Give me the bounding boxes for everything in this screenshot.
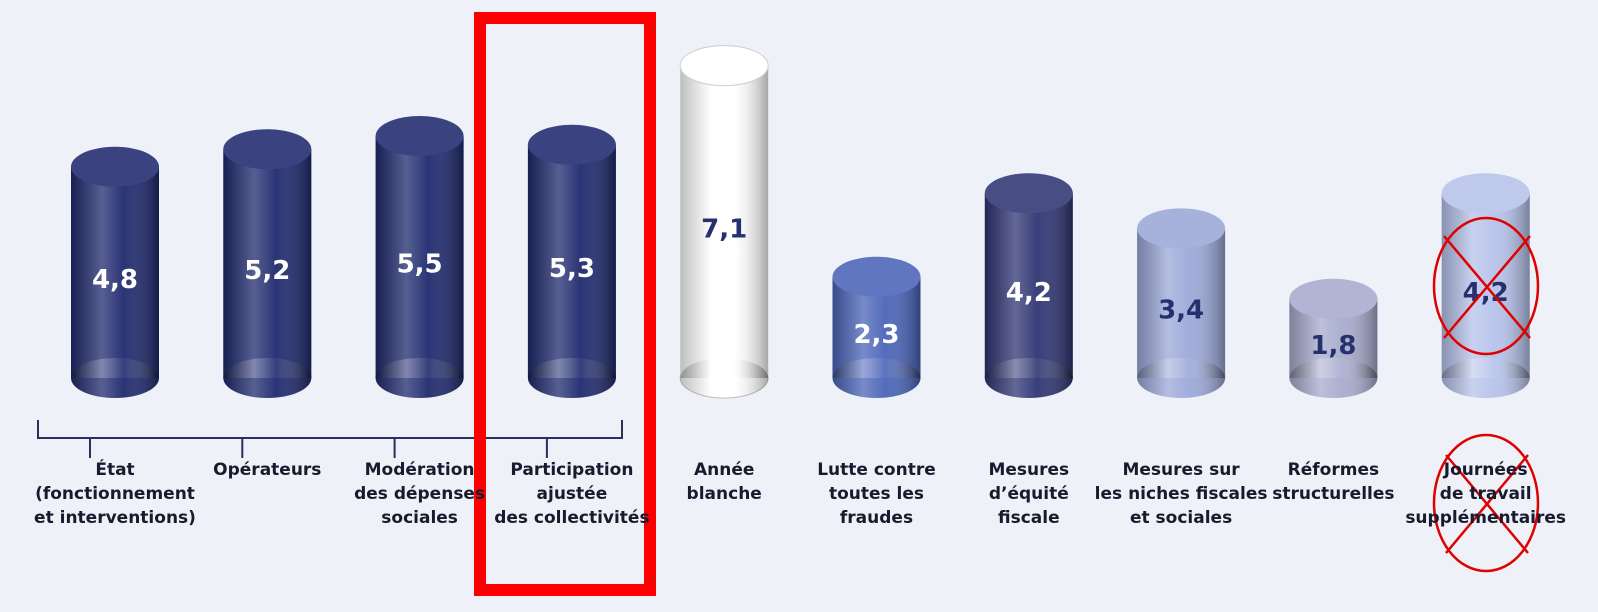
- bar-top: [223, 129, 312, 170]
- bar-top-light: [1289, 278, 1378, 319]
- category-label: Année blanche: [686, 460, 762, 504]
- bar-top-light: [527, 124, 616, 165]
- bracket-ticks: [89, 438, 548, 458]
- category-label: Réformes structurelles: [1272, 460, 1395, 504]
- value-label: 5,5: [397, 250, 443, 280]
- value-label: 4,2: [1006, 278, 1052, 308]
- bar: [832, 256, 921, 398]
- bar-top: [1289, 278, 1378, 319]
- cross-label: [1432, 433, 1540, 573]
- highlight-box: [474, 12, 656, 596]
- bar: [679, 45, 769, 399]
- cross-bar: [1432, 216, 1540, 356]
- value-label: 4,8: [92, 265, 138, 295]
- category-label: Mesures d’équité fiscale: [988, 460, 1070, 528]
- bar-body-shade: [223, 149, 312, 378]
- value-label: 7,1: [701, 214, 747, 244]
- bar-top-light: [223, 129, 312, 170]
- bar-top-light: [1137, 208, 1226, 249]
- bar: [223, 129, 312, 398]
- category-label: Opérateurs: [213, 460, 322, 480]
- bar-top-light: [375, 116, 464, 156]
- bar-body-shade: [527, 144, 616, 378]
- bar: [375, 116, 464, 398]
- bar-top-light: [984, 173, 1073, 214]
- group-bracket: [37, 420, 623, 439]
- bar-top: [375, 116, 464, 156]
- value-label: 5,3: [549, 254, 595, 284]
- bar-top-light: [1441, 173, 1530, 214]
- bar-top-light: [71, 146, 159, 187]
- bar: [1137, 208, 1226, 398]
- bars: 4,8 5,2 5,5 5,37,12,34,23,41,84,2: [71, 45, 1530, 399]
- value-label: 1,8: [1310, 331, 1356, 361]
- value-label: 3,4: [1158, 296, 1204, 326]
- bar-body-shade: [1137, 228, 1226, 378]
- bar-top: [1137, 208, 1226, 249]
- category-label: Modération des dépenses sociales: [354, 460, 486, 528]
- bar-top: [1441, 173, 1530, 214]
- bar: [1289, 278, 1378, 398]
- bar-top: [71, 146, 159, 187]
- bar-top-light: [680, 45, 769, 86]
- category-label: Lutte contre toutes les fraudes: [817, 460, 936, 528]
- category-label: Participation ajustée des collectivités: [494, 460, 650, 528]
- bar-top: [984, 173, 1073, 214]
- bar-body-shade: [375, 136, 464, 378]
- bar-top-light: [832, 256, 921, 297]
- bar-top: [832, 256, 921, 297]
- value-label: 2,3: [853, 320, 899, 350]
- bar: [527, 124, 616, 398]
- bar: [71, 146, 159, 398]
- value-label: 5,2: [244, 256, 290, 286]
- bar-body-shade: [984, 193, 1073, 378]
- bar: [984, 173, 1073, 398]
- bar-top: [527, 124, 616, 165]
- category-label: État (fonctionnement et interventions): [34, 460, 196, 528]
- bar-body-shade: [71, 166, 159, 378]
- bar-body-shade: [680, 65, 769, 378]
- category-label: Journées de travail supplémentaires: [1405, 460, 1567, 528]
- category-label: Mesures sur les niches fiscales et socia…: [1094, 460, 1268, 528]
- bar-top: [679, 45, 769, 87]
